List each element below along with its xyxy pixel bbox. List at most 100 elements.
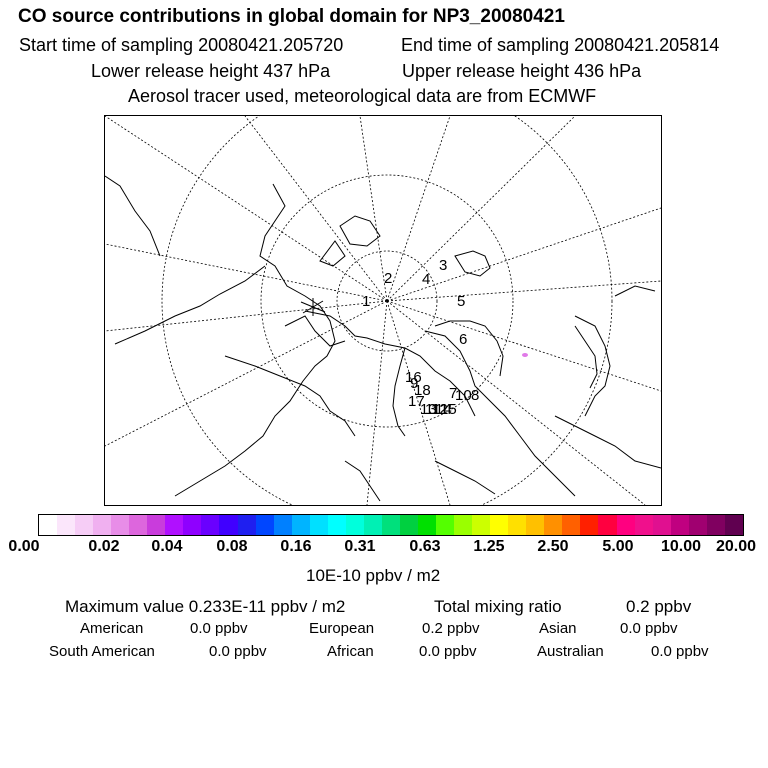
colorbar-tick: 5.00 [602, 538, 634, 555]
colorbar-segment [706, 515, 725, 535]
colorbar-segment [75, 515, 94, 535]
colorbar-segment [165, 515, 184, 535]
colorbar-segment [327, 515, 346, 535]
coastline [344, 460, 381, 502]
colorbar-segment [93, 515, 112, 535]
colorbar-segment [291, 515, 310, 535]
meridian-line [105, 243, 388, 302]
region-value: 0.0 ppbv [190, 620, 248, 637]
colorbar-segment [183, 515, 202, 535]
colorbar-segment [454, 515, 473, 535]
tracer-note: Aerosol tracer used, meteorological data… [128, 86, 597, 106]
coastline [284, 315, 346, 347]
coastline [434, 460, 496, 495]
track-label-18: 18 [414, 382, 431, 399]
upper-height-label: Upper release height 436 hPa [402, 61, 642, 81]
colorbar-segment [562, 515, 581, 535]
meridian-line [366, 300, 388, 505]
track-label-12: 12 [431, 401, 448, 418]
meridian-line [359, 116, 388, 302]
release-point-asterisk [300, 298, 326, 316]
track-label-17: 17 [408, 393, 425, 410]
region-name: European [309, 620, 375, 637]
track-label-13: 13 [420, 401, 437, 418]
coastline [105, 175, 161, 257]
region-name: American [80, 620, 144, 637]
total-mixing-label: Total mixing ratio [434, 597, 562, 616]
track-label-2: 2 [384, 270, 392, 287]
colorbar-segment [616, 515, 635, 535]
track-label-6: 6 [459, 331, 467, 348]
track-label-1: 1 [362, 293, 370, 310]
coastline [304, 310, 476, 417]
colorbar-segment [472, 515, 491, 535]
colorbar-segment [652, 515, 671, 535]
contribution-spot [522, 353, 528, 357]
latitude-circle-80 [336, 250, 438, 352]
track-label-8: 8 [471, 387, 479, 404]
polar-map: 1 2 3 4 5 6 7 8 9 10 11 12 13 14 15 16 1… [104, 115, 662, 506]
colorbar-segment [237, 515, 256, 535]
colorbar-segment [201, 515, 220, 535]
colorbar-segment [57, 515, 76, 535]
colorbar-segment [417, 515, 437, 535]
colorbar-segment [363, 515, 382, 535]
colorbar-segment [381, 515, 400, 535]
coastline [574, 325, 598, 389]
start-time-label: Start time of sampling 20080421.205720 [19, 35, 344, 55]
colorbar [38, 514, 744, 536]
colorbar-segment [111, 515, 130, 535]
coastline [174, 183, 336, 497]
track-label-10: 10 [455, 387, 472, 404]
colorbar-tick: 0.08 [216, 538, 248, 555]
meridian-line [386, 280, 661, 302]
latitude-circle-70 [260, 174, 514, 428]
meridian-line [105, 116, 388, 302]
colorbar-segment [255, 515, 274, 535]
colorbar-segment [598, 515, 617, 535]
region-value: 0.0 ppbv [209, 643, 267, 660]
region-name: Australian [537, 643, 604, 660]
track-label-4: 4 [422, 271, 430, 288]
max-value-label: Maximum value 0.233E-11 ppbv / m2 [65, 597, 346, 616]
colorbar-tick: 0.16 [280, 538, 312, 555]
coastline [224, 355, 356, 437]
colorbar-tick: 0.63 [409, 538, 441, 555]
region-value: 0.0 ppbv [651, 643, 709, 660]
colorbar-tick: 0.00 [8, 538, 40, 555]
track-labels: 1 2 3 4 5 6 7 8 9 10 11 12 13 14 15 16 1… [362, 257, 479, 418]
colorbar-segment [580, 515, 599, 535]
track-label-3: 3 [439, 257, 447, 274]
colorbar-segment [688, 515, 707, 535]
lower-height-label: Lower release height 437 hPa [91, 61, 331, 81]
colorbar-unit: 10E-10 ppbv / m2 [306, 566, 441, 585]
colorbar-segment [273, 515, 292, 535]
track-label-9: 9 [410, 375, 418, 392]
coastline [319, 240, 346, 267]
coastline [454, 250, 491, 277]
colorbar-tick: 0.02 [88, 538, 120, 555]
coastline [392, 347, 406, 437]
region-value: 0.0 ppbv [620, 620, 678, 637]
colorbar-tick: 0.31 [344, 538, 376, 555]
region-value: 0.2 ppbv [422, 620, 480, 637]
colorbar-tick: 1.25 [473, 538, 505, 555]
colorbar-segment [670, 515, 689, 535]
colorbar-segment [490, 515, 509, 535]
colorbar-tick: 20.00 [715, 538, 757, 555]
colorbar-segment [39, 515, 58, 535]
latitude-circle-60 [161, 116, 613, 505]
colorbar-segment [129, 515, 148, 535]
region-name: African [327, 643, 374, 660]
colorbar-segment [345, 515, 364, 535]
track-label-14: 14 [435, 401, 452, 418]
coastline [339, 215, 381, 247]
colorbar-segment [634, 515, 653, 535]
colorbar-segment [309, 515, 328, 535]
coastlines [105, 175, 661, 502]
colorbar-segment [147, 515, 166, 535]
total-mixing-value: 0.2 ppbv [626, 597, 692, 616]
region-value: 0.0 ppbv [419, 643, 477, 660]
page-title: CO source contributions in global domain… [18, 6, 565, 27]
coastline [574, 315, 611, 417]
